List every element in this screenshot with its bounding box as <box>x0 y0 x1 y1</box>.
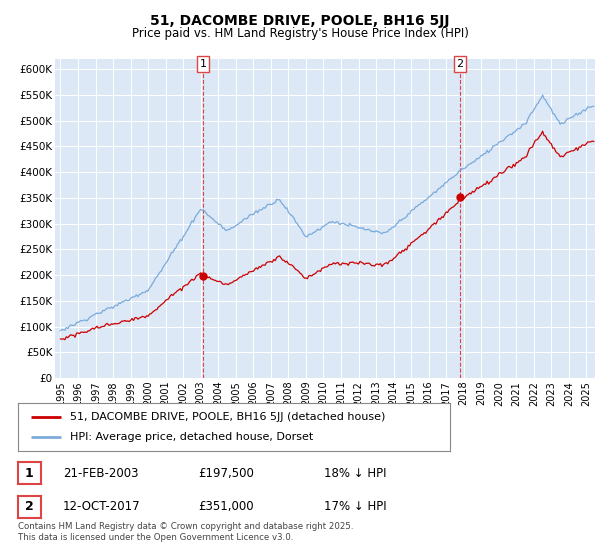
Text: 1: 1 <box>25 466 34 480</box>
Text: 2: 2 <box>25 500 34 514</box>
Text: Contains HM Land Registry data © Crown copyright and database right 2025.: Contains HM Land Registry data © Crown c… <box>18 522 353 531</box>
Text: £197,500: £197,500 <box>198 466 254 480</box>
Text: 17% ↓ HPI: 17% ↓ HPI <box>324 500 386 514</box>
Text: 2: 2 <box>456 59 463 69</box>
Text: 12-OCT-2017: 12-OCT-2017 <box>63 500 140 514</box>
Text: Price paid vs. HM Land Registry's House Price Index (HPI): Price paid vs. HM Land Registry's House … <box>131 27 469 40</box>
Text: HPI: Average price, detached house, Dorset: HPI: Average price, detached house, Dors… <box>70 432 313 442</box>
Text: 18% ↓ HPI: 18% ↓ HPI <box>324 466 386 480</box>
Text: 51, DACOMBE DRIVE, POOLE, BH16 5JJ: 51, DACOMBE DRIVE, POOLE, BH16 5JJ <box>150 14 450 28</box>
Text: 1: 1 <box>199 59 206 69</box>
Text: 21-FEB-2003: 21-FEB-2003 <box>63 466 139 480</box>
Text: £351,000: £351,000 <box>198 500 254 514</box>
Text: This data is licensed under the Open Government Licence v3.0.: This data is licensed under the Open Gov… <box>18 533 293 542</box>
Text: 51, DACOMBE DRIVE, POOLE, BH16 5JJ (detached house): 51, DACOMBE DRIVE, POOLE, BH16 5JJ (deta… <box>70 412 385 422</box>
